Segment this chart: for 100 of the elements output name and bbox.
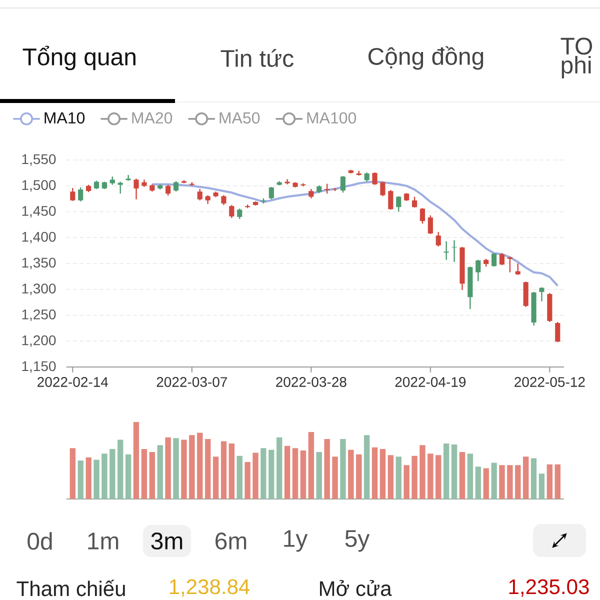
text: 1m bbox=[88, 532, 118, 550]
bar bbox=[292, 448, 298, 499]
candlestick bbox=[507, 256, 512, 273]
bar bbox=[420, 445, 426, 499]
text: 1y bbox=[284, 530, 308, 552]
candlestick bbox=[70, 187, 76, 202]
candlestick bbox=[499, 252, 505, 266]
bar bbox=[428, 454, 434, 499]
bar bbox=[220, 441, 227, 499]
bar bbox=[364, 435, 370, 499]
bar bbox=[348, 450, 354, 499]
candlestick bbox=[539, 286, 544, 302]
bar bbox=[308, 432, 314, 499]
candlestick bbox=[340, 175, 346, 194]
candlestick bbox=[118, 181, 123, 194]
candlestick bbox=[268, 186, 274, 200]
y-tick-label: 1,400 bbox=[22, 232, 56, 244]
bar bbox=[86, 457, 92, 499]
text: Mở cửa bbox=[320, 580, 392, 596]
candlestick bbox=[452, 240, 457, 263]
candlestick bbox=[372, 172, 378, 186]
bar bbox=[244, 462, 250, 499]
candlestick bbox=[523, 281, 528, 308]
bar bbox=[78, 460, 84, 499]
candlestick bbox=[364, 172, 370, 182]
bar bbox=[197, 432, 203, 499]
bar bbox=[110, 448, 116, 499]
candlestick bbox=[428, 214, 433, 235]
bar bbox=[236, 456, 242, 499]
bar bbox=[499, 465, 505, 499]
candlestick bbox=[237, 208, 242, 220]
y-tick-label: 1,250 bbox=[22, 309, 56, 322]
bar bbox=[443, 444, 450, 499]
x-tick-label: 2022-04-19 bbox=[395, 377, 466, 387]
candlestick bbox=[412, 196, 418, 208]
text: 0d bbox=[28, 532, 52, 550]
candlestick bbox=[444, 240, 449, 260]
bar bbox=[467, 454, 474, 499]
text: TO phi bbox=[560, 38, 592, 78]
bar bbox=[204, 438, 211, 499]
bar bbox=[372, 447, 378, 499]
candlestick bbox=[420, 208, 426, 224]
y-tick-label: 1,550 bbox=[22, 154, 56, 166]
text: 1,238.84 bbox=[170, 579, 250, 597]
bar bbox=[260, 448, 266, 499]
candlestick bbox=[166, 184, 171, 196]
bar bbox=[475, 466, 481, 499]
bar bbox=[451, 444, 458, 499]
bar bbox=[459, 452, 466, 499]
y-tick-label: 1,150 bbox=[22, 361, 56, 373]
candlestick bbox=[388, 189, 394, 210]
bar bbox=[340, 438, 346, 499]
legend-label: MA50 bbox=[220, 112, 260, 124]
bar bbox=[507, 465, 513, 499]
candlestick bbox=[555, 321, 560, 343]
candlestick bbox=[380, 181, 386, 197]
y-tick-label: 1,450 bbox=[22, 206, 56, 218]
x-tick-label: 2022-02-14 bbox=[38, 377, 108, 387]
bar bbox=[157, 445, 163, 499]
text: Tổng quan bbox=[22, 46, 136, 70]
candlestick bbox=[221, 194, 226, 206]
text: 5y bbox=[345, 530, 370, 552]
candlestick bbox=[134, 178, 139, 200]
bar bbox=[300, 450, 306, 499]
bar bbox=[356, 454, 362, 499]
bar bbox=[522, 456, 529, 499]
bar bbox=[412, 456, 418, 499]
bar bbox=[141, 448, 148, 499]
y-tick-label: 1,200 bbox=[22, 335, 56, 347]
text: Tin tức bbox=[220, 49, 294, 67]
bar bbox=[228, 444, 235, 499]
candlestick bbox=[78, 186, 84, 202]
y-tick-label: 1,300 bbox=[22, 284, 56, 296]
bar bbox=[149, 452, 156, 499]
legend-label: MA10 bbox=[44, 112, 85, 124]
bar bbox=[515, 465, 521, 499]
bar bbox=[189, 435, 195, 499]
bar bbox=[181, 440, 187, 499]
bar bbox=[388, 455, 394, 499]
candlestick bbox=[491, 252, 497, 268]
bar bbox=[125, 454, 132, 499]
bar bbox=[252, 452, 258, 499]
bar bbox=[491, 462, 497, 499]
candlestick bbox=[229, 204, 234, 219]
legend-label: MA100 bbox=[307, 112, 356, 124]
bar bbox=[94, 460, 100, 499]
bar bbox=[554, 464, 560, 499]
x-tick-label: 2022-05-12 bbox=[514, 377, 585, 387]
candlestick bbox=[436, 231, 441, 248]
bar bbox=[133, 422, 140, 499]
text: Cộng đồng bbox=[368, 46, 484, 70]
candlestick bbox=[515, 262, 520, 276]
bar bbox=[70, 448, 76, 499]
bar bbox=[268, 450, 274, 499]
bar bbox=[284, 446, 290, 499]
bar bbox=[483, 468, 489, 499]
bar bbox=[316, 452, 322, 499]
bar bbox=[165, 437, 171, 499]
candlestick bbox=[197, 188, 202, 201]
candlestick bbox=[308, 188, 314, 199]
